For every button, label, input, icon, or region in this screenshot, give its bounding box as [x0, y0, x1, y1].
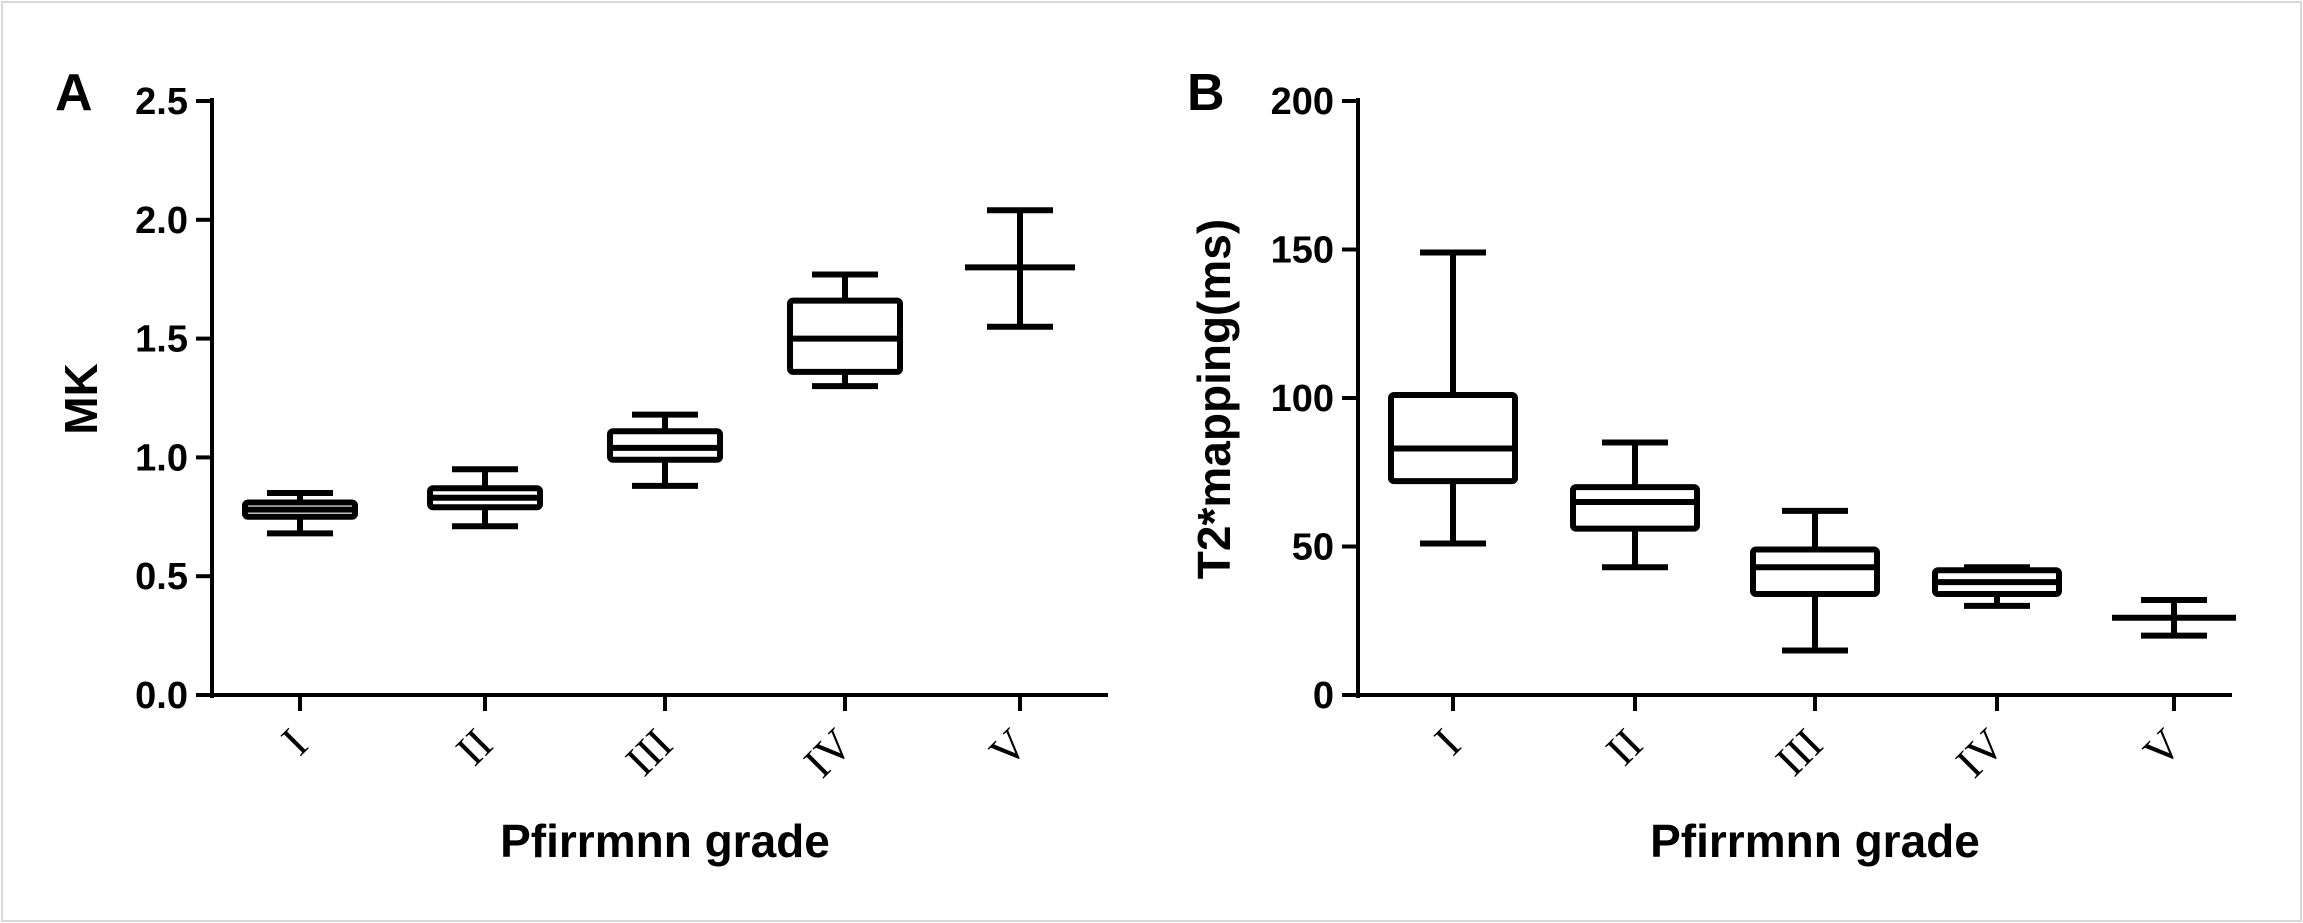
- panel-b-iqr-box: [1570, 484, 1700, 532]
- panel-a-y-tick-label: 0.0: [135, 675, 188, 717]
- panel-b-box-II: [1570, 439, 1700, 571]
- panel-a-box-IV: [787, 271, 903, 390]
- panel-b-boxes: [1388, 249, 2236, 654]
- panel-a-boxes: [242, 207, 1075, 537]
- panel-a-y-tick-label: 2.5: [135, 81, 188, 123]
- panel-b-box-III: [1750, 507, 1880, 654]
- panel-b-y-tick-label: 200: [1271, 81, 1334, 123]
- panel-b-y-tick-label: 100: [1271, 378, 1334, 420]
- panel-a-y-axis-label: MK: [55, 363, 107, 435]
- panel-b-box-IV: [1932, 564, 2062, 609]
- panel-b-x-axis-label: Pfirrmnn grade: [1650, 815, 1980, 867]
- panel-b-y-tick-label: 150: [1271, 230, 1334, 272]
- panel-b-letter: B: [1187, 64, 1225, 122]
- panel-b-y-tick-label: 50: [1292, 527, 1334, 569]
- panel-a-letter: A: [55, 64, 93, 122]
- panel-b-iqr-box: [1388, 392, 1518, 485]
- panel-a-y-tick-label: 1.5: [135, 319, 188, 361]
- panel-a-box-II: [427, 466, 543, 530]
- panel-a-box-I: [242, 490, 358, 537]
- panel-a-x-axis-label: Pfirrmnn grade: [500, 815, 830, 867]
- panel-a-box-III: [607, 411, 723, 489]
- panel-b-y-axis-label: T2*mapping(ms): [1188, 219, 1240, 579]
- panel-a: A MK Pfirrmnn grade 0.00.51.01.52.02.5I I…: [55, 64, 1108, 867]
- panel-a-y-tick-label: 2.0: [135, 200, 188, 242]
- panel-b-iqr-box: [1750, 546, 1880, 598]
- panel-a-y-tick-label: 1.0: [135, 437, 188, 479]
- panel-b-box-V: [2112, 596, 2236, 639]
- panel-a-box-V: [965, 207, 1075, 330]
- panel-b-box-I: [1388, 249, 1518, 547]
- panel-b-y-tick-label: 0: [1313, 675, 1334, 717]
- panel-a-y-tick-label: 0.5: [135, 556, 188, 598]
